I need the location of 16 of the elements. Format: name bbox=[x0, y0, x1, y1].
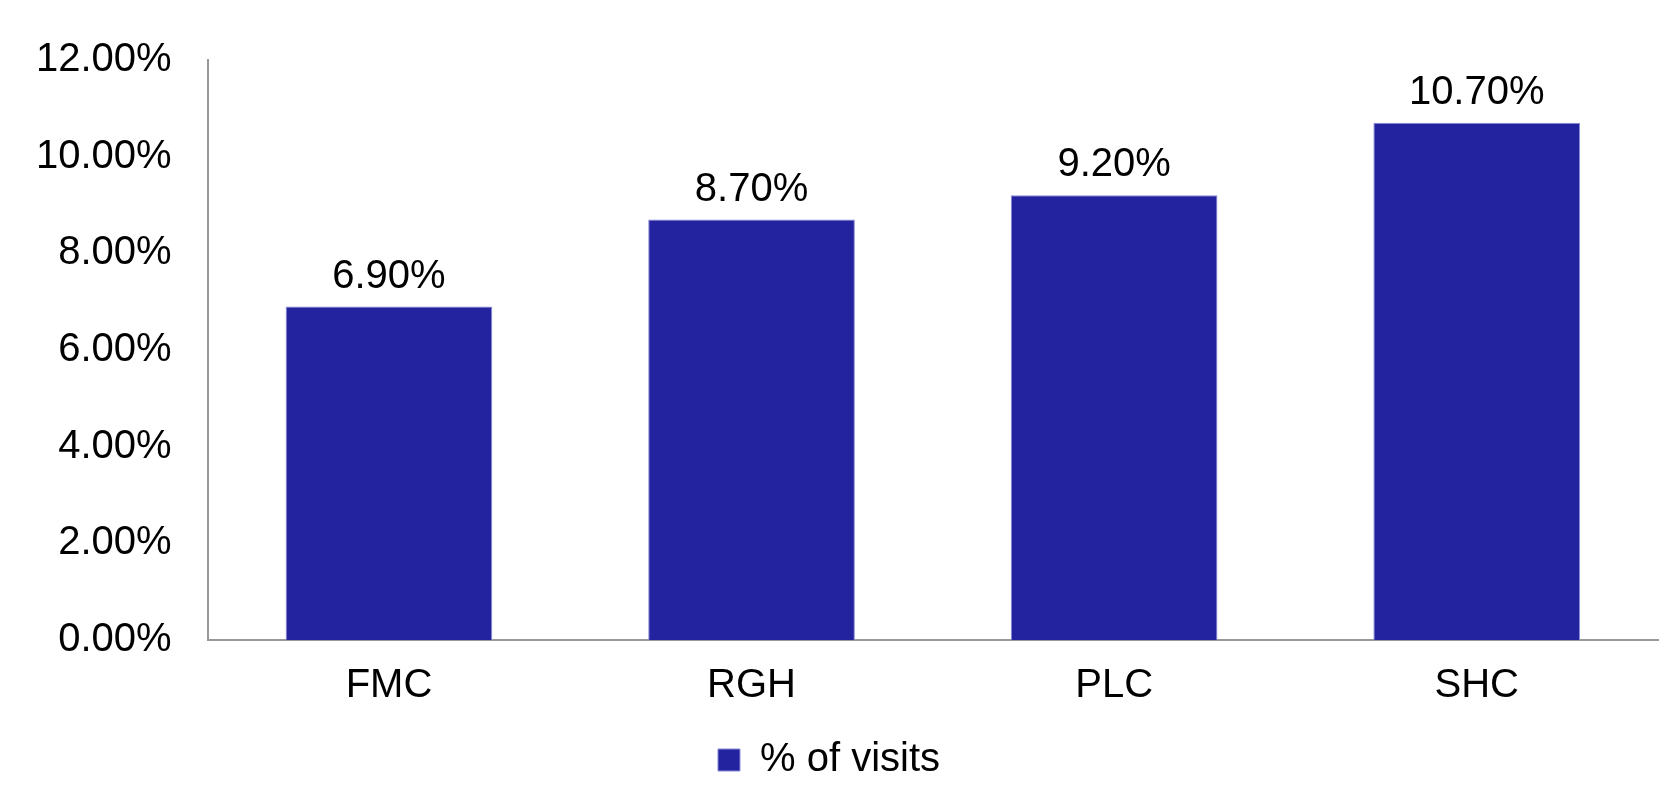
text: 6.90% bbox=[332, 251, 446, 296]
legend-label: % of visits bbox=[759, 735, 941, 780]
x-tick-label: RGH bbox=[707, 661, 796, 706]
x-tick-label: SHC bbox=[1434, 661, 1519, 706]
y-tick-label: 2.00% bbox=[58, 518, 172, 563]
x-tick-label: PLC bbox=[1075, 661, 1154, 706]
y-tick-label: 12.00% bbox=[35, 35, 172, 80]
x-tick-label: FMC bbox=[345, 661, 433, 706]
y-tick-label: 8.00% bbox=[58, 228, 172, 273]
text: 9.20% bbox=[1057, 140, 1171, 185]
text: 8.70% bbox=[694, 164, 809, 209]
y-tick-label: 4.00% bbox=[58, 421, 172, 466]
text: 10.70% bbox=[1408, 67, 1545, 112]
y-tick-label: 10.00% bbox=[35, 131, 172, 176]
y-tick-label: 6.00% bbox=[58, 325, 172, 370]
y-tick-label: 0.00% bbox=[58, 615, 172, 660]
